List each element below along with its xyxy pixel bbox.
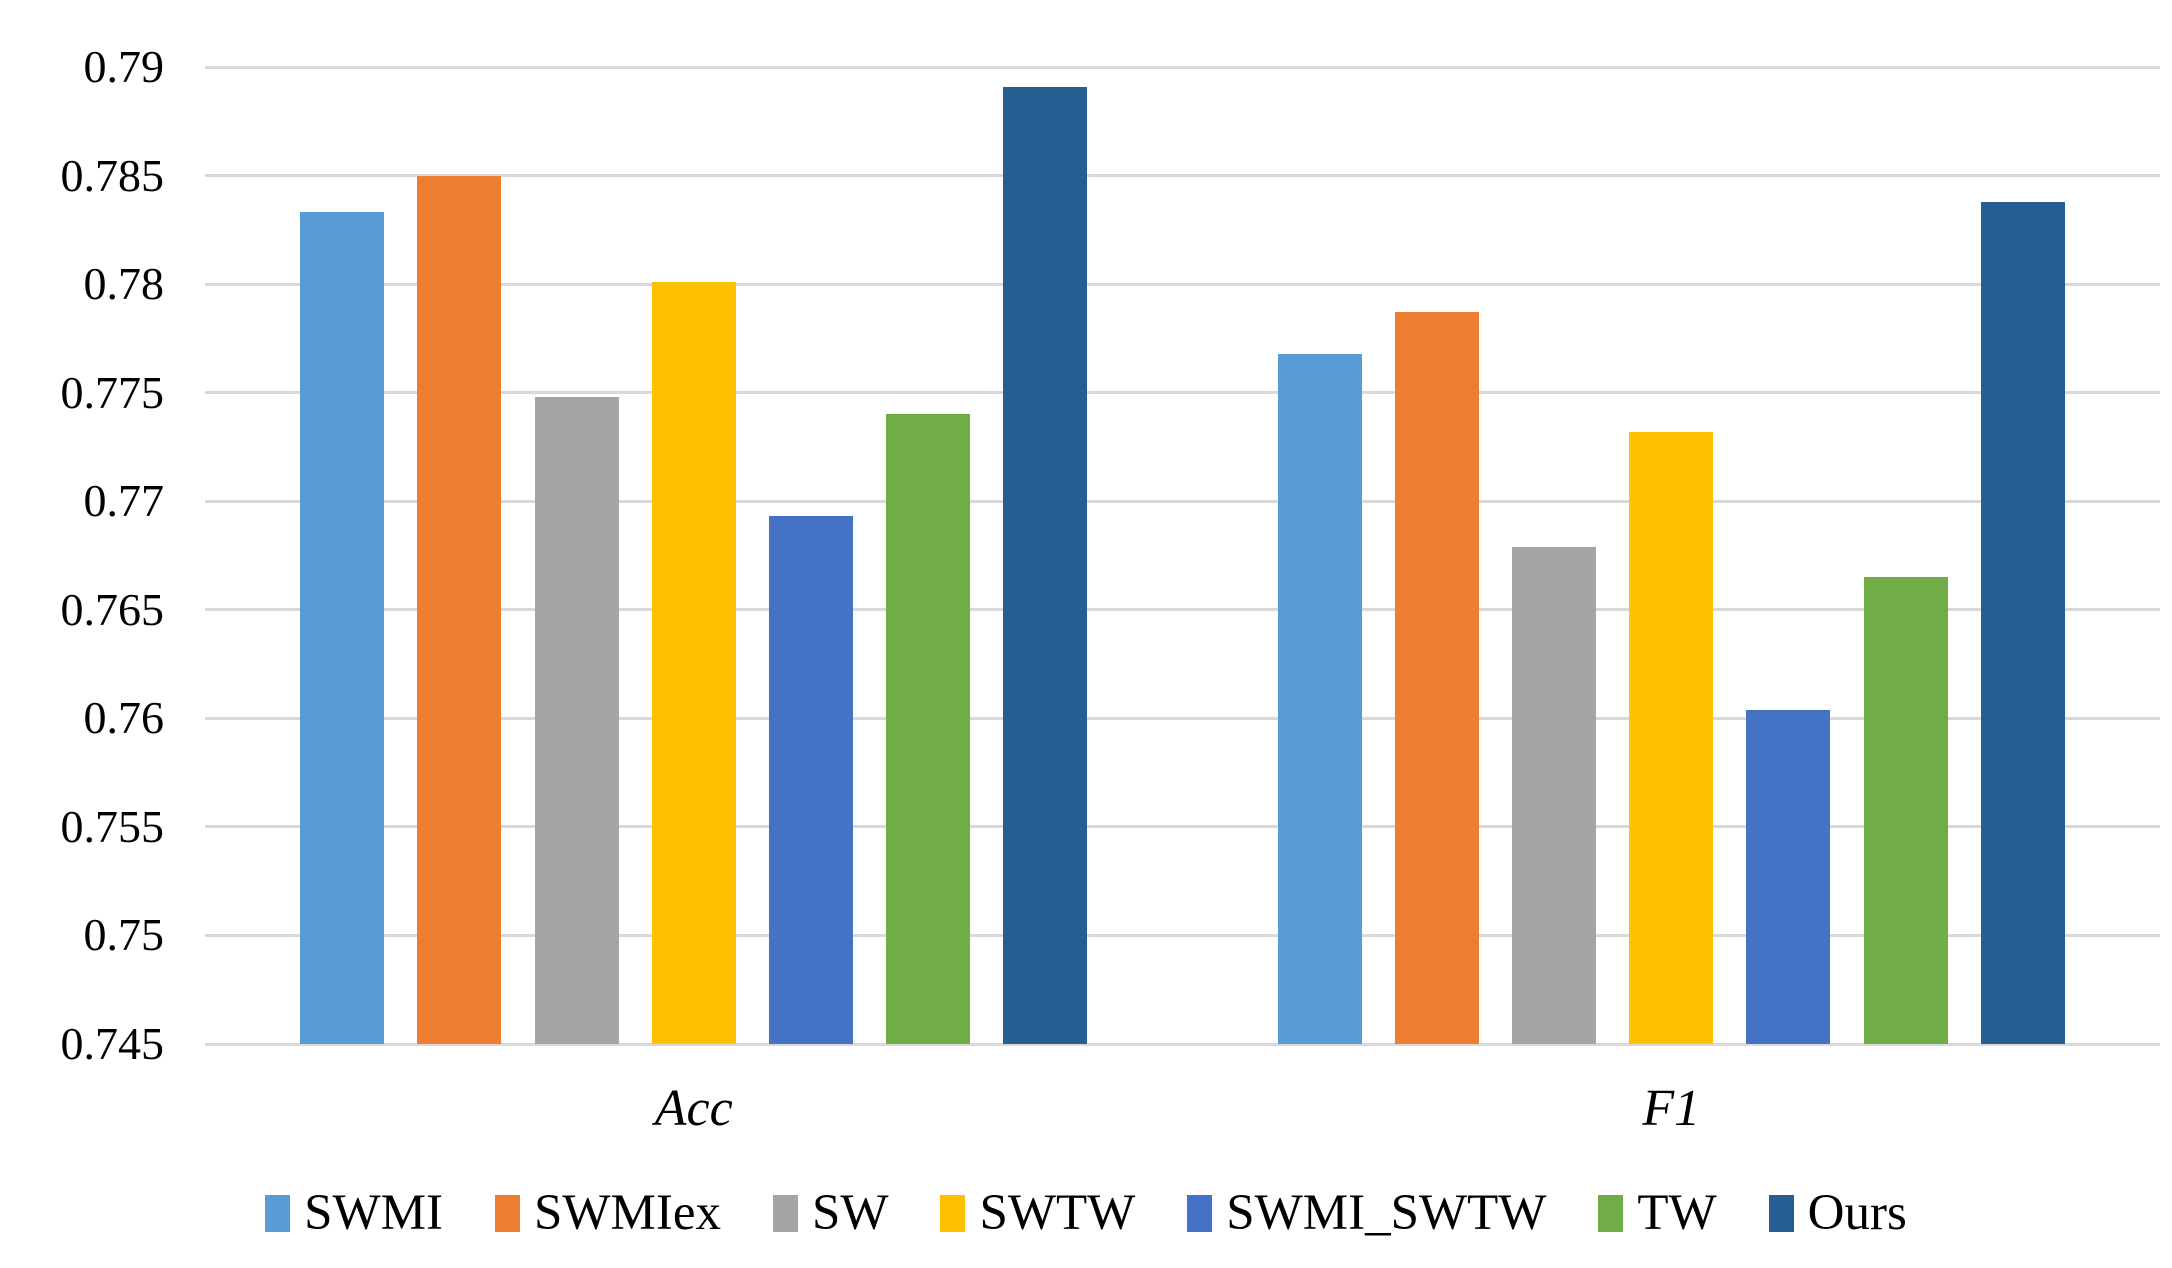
gridline-0.755 [205, 825, 2160, 829]
bar-acc-ours [1003, 86, 1088, 1044]
gridline-0.785 [205, 174, 2160, 178]
legend-item-swtw: SWTW [940, 1184, 1136, 1241]
gridline-0.75 [205, 933, 2160, 937]
legend-label-swmi_swtw: SWMI_SWTW [1226, 1184, 1547, 1241]
gridline-0.775 [205, 391, 2160, 395]
bar-f1-tw [1863, 577, 1948, 1044]
y-tick-label-0.79: 0.79 [83, 41, 165, 92]
y-tick-label-0.76: 0.76 [83, 692, 165, 744]
legend-swatch-swtw-icon [940, 1194, 966, 1232]
legend-swatch-ours-icon [1768, 1194, 1794, 1232]
bar-acc-swtw [651, 281, 736, 1044]
y-axis-tick-labels: 0.745 0.75 0.755 0.76 0.765 0.77 0.775 0.78 0.78… [0, 44, 170, 1067]
legend-swatch-swmiex-icon [494, 1194, 520, 1232]
legend-swatch-sw-icon [772, 1194, 798, 1232]
legend-label-tw: TW [1637, 1184, 1717, 1241]
gridline-0.76 [205, 716, 2160, 720]
y-tick-label-0.755: 0.755 [60, 800, 165, 852]
y-tick-label-0.77: 0.77 [83, 475, 165, 527]
plot-area [205, 65, 2160, 1046]
gridline-0.79 [205, 65, 2160, 69]
legend-label-swmi: SWMI [304, 1184, 443, 1241]
legend-item-swmi_swtw: SWMI_SWTW [1187, 1184, 1547, 1241]
legend-label-swmiex: SWMIex [533, 1184, 721, 1241]
bar-f1-sw [1512, 546, 1597, 1044]
legend-item-ours: Ours [1768, 1184, 1907, 1241]
bar-acc-tw [886, 414, 971, 1044]
legend-swatch-swmi_swtw-icon [1187, 1194, 1213, 1232]
legend-label-swtw: SWTW [979, 1184, 1136, 1241]
legend-swatch-tw-icon [1598, 1194, 1624, 1232]
legend-item-swmi: SWMI [265, 1184, 443, 1241]
bar-acc-swmi [300, 212, 385, 1044]
legend-item-tw: TW [1598, 1184, 1717, 1241]
y-tick-label-0.785: 0.785 [60, 149, 165, 201]
y-tick-label-0.75: 0.75 [83, 909, 165, 961]
bar-f1-swmi_swtw [1746, 709, 1831, 1044]
bar-f1-swtw [1629, 431, 1714, 1044]
legend: SWMI SWMIex SW SWTW SWMI_SWTW TW Ours [0, 1180, 2172, 1246]
gridline-0.78 [205, 282, 2160, 286]
y-tick-label-0.745: 0.745 [60, 1018, 165, 1069]
x-category-label-acc: Acc [654, 1080, 733, 1137]
y-tick-label-0.78: 0.78 [83, 258, 165, 310]
y-tick-label-0.775: 0.775 [60, 366, 165, 418]
legend-swatch-swmi-icon [265, 1194, 291, 1232]
legend-label-sw: SW [811, 1184, 889, 1241]
y-tick-label-0.765: 0.765 [60, 583, 165, 635]
bar-f1-swmiex [1394, 312, 1479, 1044]
gridline-0.765 [205, 608, 2160, 612]
legend-item-swmiex: SWMIex [494, 1184, 721, 1241]
gridline-0.77 [205, 499, 2160, 503]
bar-acc-sw [534, 397, 619, 1044]
gridline-0.745 [205, 1042, 2160, 1046]
bar-f1-ours [1980, 201, 2065, 1044]
x-category-label-f1: F1 [1642, 1080, 1701, 1137]
bar-acc-swmi_swtw [768, 516, 853, 1044]
legend-item-sw: SW [772, 1184, 889, 1241]
bar-f1-swmi [1277, 353, 1362, 1044]
bar-acc-swmiex [417, 175, 502, 1044]
legend-label-ours: Ours [1807, 1184, 1907, 1241]
